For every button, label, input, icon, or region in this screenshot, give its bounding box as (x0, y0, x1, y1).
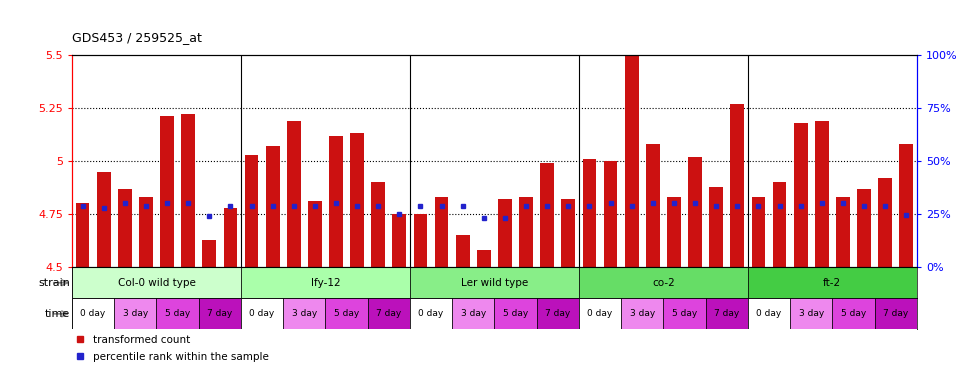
Bar (241, 298, 283, 329)
Text: 7 day: 7 day (207, 309, 232, 318)
Bar (706, 298, 748, 329)
Bar (199, 298, 241, 329)
Bar (456, 235, 469, 267)
Bar (748, 267, 917, 298)
Bar (325, 298, 368, 329)
Bar (329, 135, 343, 267)
Text: 5 day: 5 day (841, 309, 866, 318)
Bar (875, 298, 917, 329)
Text: 5 day: 5 day (165, 309, 190, 318)
Bar (625, 51, 638, 267)
Text: co-2: co-2 (652, 278, 675, 288)
Text: time: time (45, 309, 70, 319)
Text: 3 day: 3 day (123, 309, 148, 318)
Text: percentile rank within the sample: percentile rank within the sample (93, 352, 269, 362)
Bar (878, 178, 892, 267)
Bar (540, 163, 554, 267)
Bar (900, 144, 913, 267)
Bar (266, 146, 279, 267)
Text: 0 day: 0 day (250, 309, 275, 318)
Bar (308, 201, 322, 267)
Text: 7 day: 7 day (714, 309, 739, 318)
Bar (663, 298, 706, 329)
Bar (731, 104, 744, 267)
Text: lfy-12: lfy-12 (311, 278, 340, 288)
Bar (832, 298, 875, 329)
Bar (241, 267, 410, 298)
Text: Col-0 wild type: Col-0 wild type (117, 278, 196, 288)
Bar (114, 298, 156, 329)
Bar (160, 116, 174, 267)
Bar (688, 157, 702, 267)
Text: 5 day: 5 day (334, 309, 359, 318)
Bar (410, 298, 452, 329)
Bar (452, 298, 494, 329)
Text: 0 day: 0 day (81, 309, 106, 318)
Text: ft-2: ft-2 (824, 278, 841, 288)
Bar (245, 155, 258, 267)
Bar (815, 121, 828, 267)
Bar (752, 197, 765, 267)
Bar (477, 250, 491, 267)
Bar (224, 208, 237, 267)
Bar (368, 298, 410, 329)
Text: GDS453 / 259525_at: GDS453 / 259525_at (72, 31, 202, 44)
Bar (287, 121, 300, 267)
Bar (794, 123, 807, 267)
Text: 5 day: 5 day (503, 309, 528, 318)
Text: Ler wild type: Ler wild type (461, 278, 528, 288)
Bar (156, 298, 199, 329)
Bar (410, 267, 579, 298)
Text: transformed count: transformed count (93, 335, 190, 345)
Bar (97, 172, 110, 267)
Bar (667, 197, 681, 267)
Bar (579, 298, 621, 329)
Bar (519, 197, 533, 267)
Bar (537, 298, 579, 329)
Bar (790, 298, 832, 329)
Bar (562, 199, 575, 267)
Bar (604, 161, 617, 267)
Bar (646, 144, 660, 267)
Bar (435, 197, 448, 267)
Bar (709, 187, 723, 267)
Bar (773, 182, 786, 267)
Bar (494, 298, 537, 329)
Bar (621, 298, 663, 329)
Bar (139, 197, 153, 267)
Text: 7 day: 7 day (376, 309, 401, 318)
Bar (372, 182, 385, 267)
Bar (857, 188, 871, 267)
Bar (350, 134, 364, 267)
Text: strain: strain (38, 278, 70, 288)
Bar (579, 267, 748, 298)
Bar (118, 188, 132, 267)
Bar (76, 203, 89, 267)
Text: 3 day: 3 day (292, 309, 317, 318)
Bar (283, 298, 325, 329)
Text: 7 day: 7 day (545, 309, 570, 318)
Text: 0 day: 0 day (756, 309, 781, 318)
Bar (203, 240, 216, 267)
Text: 3 day: 3 day (799, 309, 824, 318)
Bar (583, 159, 596, 267)
Bar (72, 298, 114, 329)
Text: 3 day: 3 day (461, 309, 486, 318)
Text: 3 day: 3 day (630, 309, 655, 318)
Bar (836, 197, 850, 267)
Bar (498, 199, 512, 267)
Text: 0 day: 0 day (419, 309, 444, 318)
Text: 7 day: 7 day (883, 309, 908, 318)
Bar (393, 214, 406, 267)
Bar (414, 214, 427, 267)
Bar (181, 114, 195, 267)
Text: 5 day: 5 day (672, 309, 697, 318)
Text: 0 day: 0 day (588, 309, 612, 318)
Bar (748, 298, 790, 329)
Bar (72, 267, 241, 298)
